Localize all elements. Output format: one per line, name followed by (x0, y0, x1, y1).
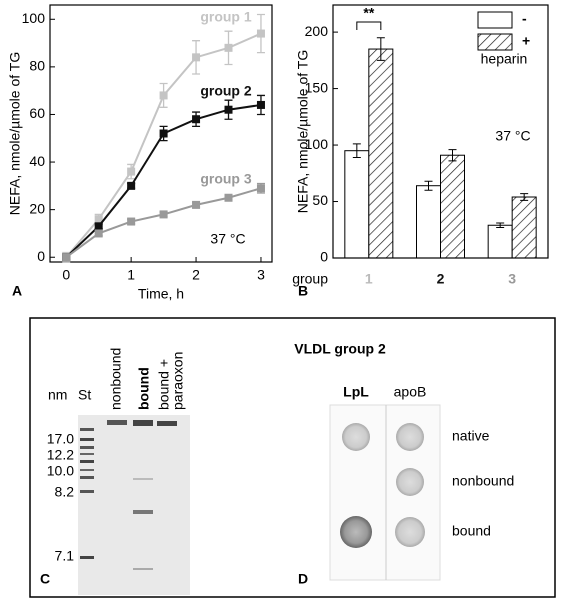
significance: ** (363, 5, 374, 21)
y-tick-label: 60 (29, 105, 45, 121)
error-bar (520, 193, 529, 201)
lane-label: paraoxon (170, 352, 186, 410)
marker (127, 167, 136, 176)
x-tick-label: 0 (62, 267, 70, 283)
marker (224, 105, 233, 114)
x-tick-label: 1 (365, 271, 373, 287)
x-tick-label: 2 (192, 267, 200, 283)
bar (511, 196, 537, 259)
series-label: group 2 (200, 83, 252, 99)
x-tick-label: 3 (508, 271, 516, 287)
panel-letter: C (40, 571, 50, 587)
annotation: 37 °C (210, 231, 245, 247)
marker (192, 115, 201, 124)
gel (78, 415, 190, 595)
x-axis-label: group (292, 271, 328, 287)
blot-row: native (452, 428, 490, 444)
x-tick-label: 1 (127, 267, 135, 283)
panel-frame (29, 317, 556, 598)
marker (256, 29, 265, 38)
size-label: 8.2 (55, 484, 75, 500)
marker (256, 184, 265, 193)
marker (192, 200, 201, 209)
marker (256, 100, 265, 109)
y-tick-label: 200 (305, 23, 329, 39)
legend-label: - (522, 11, 527, 27)
y-tick-label: 20 (29, 200, 45, 216)
y-tick-label: 0 (37, 248, 45, 264)
blot-dots (340, 423, 425, 548)
size-label: 12.2 (47, 447, 74, 463)
legend-label: + (522, 33, 530, 49)
panel-letter: B (298, 283, 308, 299)
error-bar (376, 37, 385, 61)
y-tick-label: 0 (320, 249, 328, 265)
y-tick-label: 40 (29, 153, 45, 169)
blot-row: nonbound (452, 473, 514, 489)
y-tick-label: 100 (305, 136, 329, 152)
lane-label: bound + (156, 359, 172, 410)
size-label: 17.0 (47, 431, 74, 447)
panel-letter: D (298, 571, 308, 587)
marker (159, 210, 168, 219)
marker (94, 215, 103, 224)
marker (94, 229, 103, 238)
bar (440, 154, 465, 259)
significance-bracket (356, 21, 382, 30)
error-bar (352, 143, 361, 158)
marker (224, 193, 233, 202)
standard-label: St (78, 387, 91, 403)
size-label: 10.0 (47, 463, 74, 479)
marker (62, 253, 71, 262)
x-axis-label: Time, h (138, 286, 184, 302)
marker (224, 43, 233, 52)
error-bar (424, 180, 433, 191)
marker (127, 217, 136, 226)
blot-column: LpL (343, 384, 369, 400)
y-tick-label: 100 (22, 10, 46, 26)
y-tick-label: 50 (312, 192, 328, 208)
blot-column: apoB (394, 384, 427, 400)
bar (416, 185, 441, 259)
y-axis-label: NEFA, nmole/µmole of TG (295, 50, 311, 213)
bar (344, 150, 370, 259)
marker (127, 181, 136, 190)
legend-title: heparin (481, 51, 528, 67)
y-tick-label: 80 (29, 58, 45, 74)
blot-row: bound (452, 523, 491, 539)
bar (487, 224, 513, 259)
size-unit: nm (48, 387, 67, 403)
y-tick-label: 150 (305, 79, 329, 95)
series-label: group 1 (200, 9, 252, 25)
marker (159, 129, 168, 138)
plot-frame (49, 4, 273, 263)
panel-letter: A (12, 283, 22, 299)
size-label: 7.1 (55, 548, 75, 564)
plot-frame (332, 4, 549, 259)
annotation: 37 °C (495, 128, 530, 144)
x-tick-label: 3 (257, 267, 265, 283)
marker (94, 222, 103, 231)
marker (159, 91, 168, 100)
x-tick-label: 2 (437, 271, 445, 287)
figure-title: VLDL group 2 (294, 341, 386, 357)
y-axis-label: NEFA, nmole/µmole of TG (7, 52, 23, 215)
marker (192, 53, 201, 62)
bar (368, 48, 394, 259)
error-bar (496, 222, 505, 229)
lane-label: nonbound (108, 348, 124, 410)
series-label: group 3 (200, 171, 252, 187)
legend-swatch (477, 11, 513, 29)
error-bar (448, 149, 457, 162)
lane-label: bound (136, 367, 152, 410)
gel-bands (80, 420, 177, 570)
legend-swatch (477, 33, 513, 51)
